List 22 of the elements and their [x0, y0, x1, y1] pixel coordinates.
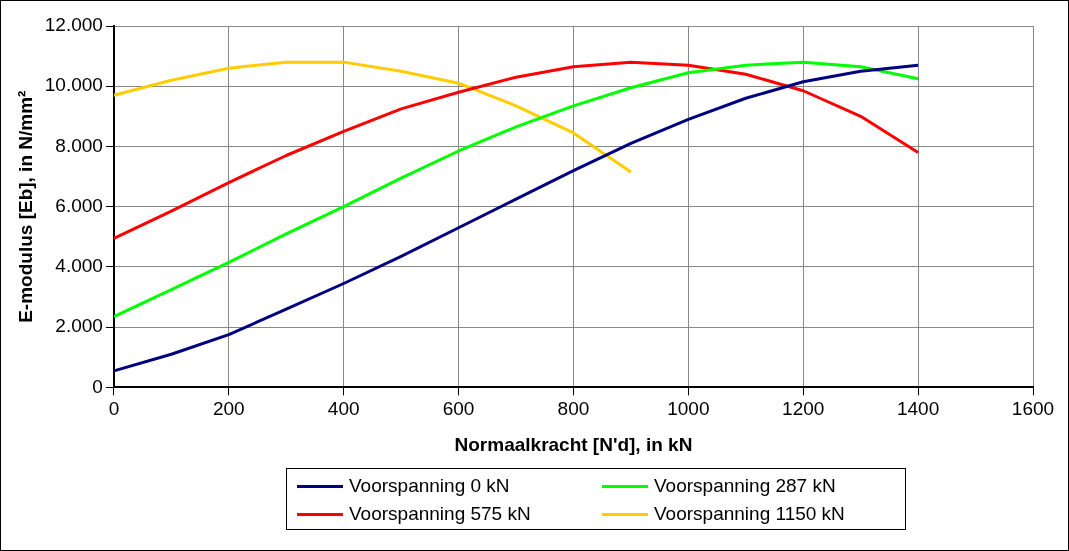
legend-label: Voorspanning 1150 kN [654, 503, 845, 525]
legend-label: Voorspanning 0 kN [349, 475, 510, 497]
x-tick-label: 1200 [782, 398, 825, 420]
y-axis-title: E-modulus [Eb], in N/mm² [14, 90, 36, 323]
y-tick-label: 0 [92, 375, 103, 397]
x-tick-label: 1400 [896, 398, 940, 420]
x-tick-label: 800 [557, 398, 590, 420]
y-tick-label: 10.000 [44, 74, 103, 96]
y-tick-label: 4.000 [55, 255, 103, 277]
y-tick-label: 12.000 [44, 14, 103, 36]
y-tick-label: 8.000 [55, 134, 103, 156]
legend-label: Voorspanning 287 kN [654, 475, 836, 497]
x-axis-title: Normaalkracht [N'd], in kN [454, 433, 693, 455]
x-tick-label: 400 [327, 398, 360, 420]
x-tick-label: 0 [108, 398, 120, 420]
x-tick-label: 1000 [667, 398, 710, 420]
y-tick-label: 6.000 [55, 194, 103, 216]
x-tick-label: 600 [442, 398, 475, 420]
y-tick-label: 2.000 [55, 315, 103, 337]
x-tick-label: 200 [212, 398, 245, 420]
x-tick-label: 1600 [1011, 398, 1055, 420]
legend-label: Voorspanning 575 kN [349, 503, 531, 525]
